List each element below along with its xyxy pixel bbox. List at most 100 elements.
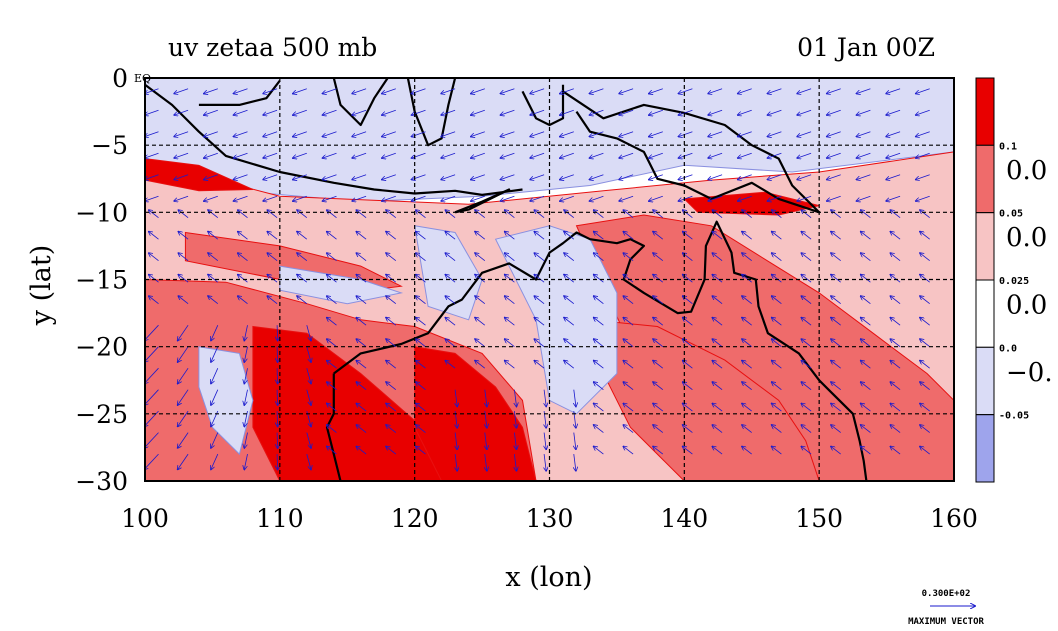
- wind-vector: [683, 403, 693, 412]
- wind-vector: [742, 361, 752, 369]
- wind-vector: [623, 253, 634, 262]
- wind-vector: [772, 403, 782, 412]
- wind-vector: [514, 389, 516, 407]
- wind-vector: [416, 318, 426, 326]
- wind-vector: [208, 210, 219, 219]
- wind-vector: [178, 253, 189, 262]
- wind-vector: [149, 253, 159, 262]
- wind-vector: [589, 109, 604, 115]
- wind-vector: [890, 361, 901, 369]
- wind-vector: [738, 195, 752, 201]
- wind-vector: [441, 174, 456, 180]
- wind-vector: [145, 346, 159, 362]
- wind-vector: [831, 275, 841, 283]
- vorticity-region-mid_pos: [589, 319, 820, 481]
- wind-vector: [861, 275, 871, 283]
- wind-vector: [277, 325, 278, 340]
- wind-vector: [277, 368, 278, 383]
- wind-vector: [327, 318, 337, 326]
- wind-vector: [441, 109, 456, 115]
- wind-vector: [356, 361, 367, 369]
- wind-vector: [352, 195, 367, 201]
- wind-vector: [594, 296, 604, 305]
- wind-vector: [916, 109, 930, 115]
- wind-vector: [211, 432, 219, 448]
- wind-vector: [738, 131, 752, 137]
- wind-vector: [653, 296, 664, 305]
- wind-vector: [742, 425, 752, 433]
- wind-vector: [485, 389, 487, 407]
- wind-vector: [178, 210, 189, 219]
- wind-vector: [594, 232, 604, 240]
- wind-vector: [801, 232, 812, 240]
- wind-vector: [623, 275, 634, 283]
- wind-vector: [534, 210, 545, 219]
- wind-vector: [564, 296, 575, 305]
- wind-vector: [623, 232, 634, 240]
- wind-vector: [530, 109, 545, 115]
- wind-vector: [534, 275, 545, 283]
- wind-vector: [475, 253, 486, 262]
- wind-vector: [382, 131, 396, 137]
- wind-vector: [856, 152, 871, 158]
- wind-vector: [323, 131, 337, 137]
- wind-vector: [208, 275, 219, 283]
- wind-vector: [653, 339, 664, 348]
- wind-vector: [416, 339, 426, 348]
- wind-vector: [649, 131, 663, 137]
- wind-vector: [416, 296, 426, 305]
- wind-vector: [412, 88, 426, 94]
- wind-vector: [416, 275, 426, 283]
- wind-vector: [263, 131, 278, 137]
- wind-vector: [797, 174, 812, 180]
- wind-vector: [742, 232, 752, 240]
- wind-vector: [742, 382, 752, 391]
- wind-vector: [244, 368, 248, 383]
- wind-vector: [514, 432, 516, 450]
- wind-vector: [772, 210, 782, 219]
- wind-vector: [649, 174, 663, 180]
- wind-vector: [297, 210, 308, 219]
- wind-vector: [708, 109, 723, 115]
- wind-vector: [738, 174, 752, 180]
- coastline-segment: [332, 78, 389, 127]
- wind-vector: [174, 109, 189, 115]
- wind-vector: [623, 425, 634, 433]
- wind-vector: [708, 88, 723, 94]
- wind-vector: [356, 339, 367, 348]
- wind-vector: [831, 210, 841, 219]
- wind-vector: [445, 275, 456, 283]
- wind-vector: [712, 210, 723, 219]
- wind-vector: [861, 425, 871, 433]
- plot-frame: [144, 77, 955, 482]
- wind-vector: [564, 275, 575, 283]
- wind-vector: [738, 88, 752, 94]
- wind-vector: [178, 275, 189, 283]
- wind-vector: [416, 403, 426, 412]
- wind-vector: [861, 361, 871, 369]
- wind-vector: [530, 131, 545, 137]
- wind-vector: [475, 339, 486, 348]
- colorbar-large-label: 0.0: [1006, 291, 1047, 321]
- wind-vector: [742, 275, 752, 283]
- y-tick-label: −10: [75, 198, 128, 227]
- wind-vector: [174, 174, 189, 180]
- wind-vector: [505, 210, 515, 219]
- wind-vector: [145, 453, 159, 469]
- colorbar-segment: [975, 77, 995, 146]
- wind-vector: [653, 275, 664, 283]
- wind-vector: [145, 324, 159, 340]
- wind-vector: [475, 210, 486, 219]
- wind-vector: [306, 368, 311, 383]
- wind-vector: [505, 318, 515, 326]
- wind-vector: [441, 195, 456, 201]
- colorbar: 0.1 0.05 0.025 0.0 -0.05 0.0 0.0 0.0 −0.: [975, 77, 1053, 483]
- wind-vector: [382, 174, 396, 180]
- wind-vector: [530, 195, 545, 201]
- wind-vector: [708, 131, 723, 137]
- wind-vector: [145, 174, 159, 180]
- wind-vector: [263, 88, 278, 94]
- wind-vector: [544, 389, 546, 407]
- wind-vector: [772, 253, 782, 262]
